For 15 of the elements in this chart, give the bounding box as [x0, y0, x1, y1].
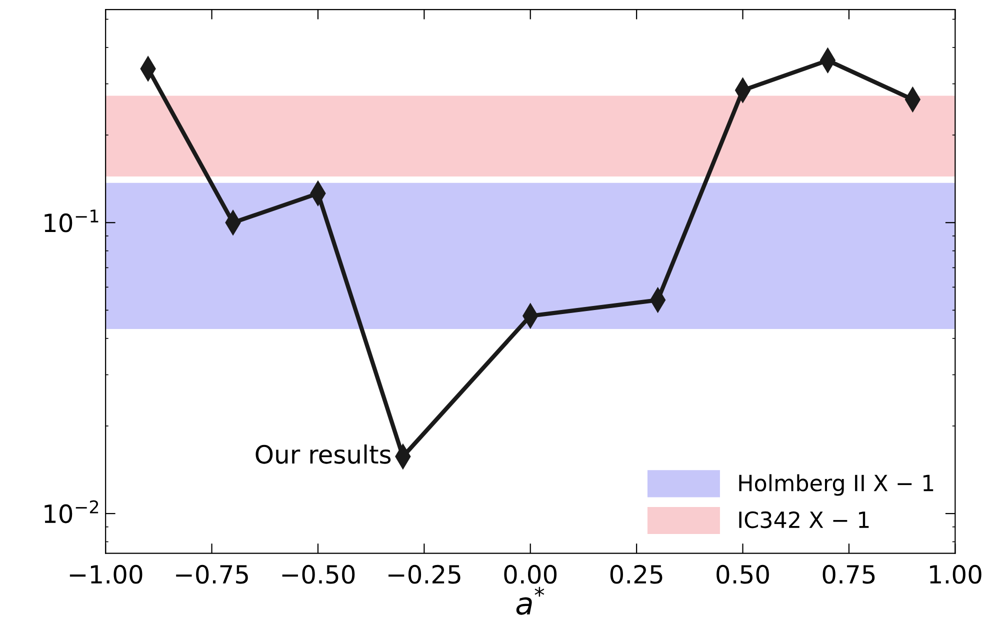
x-tick-label: −0.75 [176, 564, 248, 584]
y-tick-label: 10$^{−2}$ [44, 500, 98, 524]
x-tick-label: −0.50 [282, 564, 355, 584]
x-tick-label: −1.00 [70, 564, 142, 584]
x-tick-label: 0.00 [504, 564, 557, 584]
legend-label: Holmberg II X − 1 [739, 474, 934, 496]
x-tick-label: 0.50 [716, 564, 769, 584]
x-tick-label: −0.25 [388, 564, 460, 584]
x-tick-label: 0.25 [610, 564, 662, 584]
y-tick-label: 10$^{−1}$ [44, 210, 98, 232]
legend-label: IC342 X − 1 [739, 511, 869, 528]
x-tick-label: 0.75 [822, 564, 875, 584]
x-tick-label: 1.00 [930, 564, 982, 584]
annotation: Our results [256, 444, 391, 464]
x-axis-title: a$^{*}$ [516, 586, 544, 615]
